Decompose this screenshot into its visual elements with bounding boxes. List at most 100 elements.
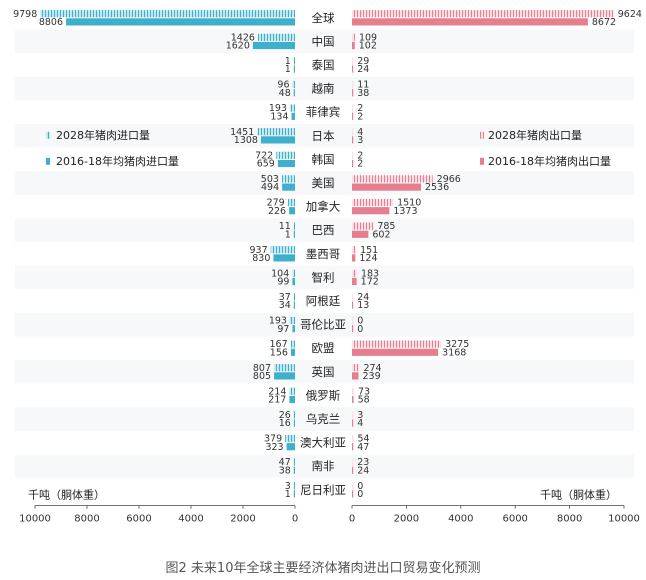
export-avg-label: 4 (357, 418, 363, 429)
import-2028-bar (274, 364, 295, 372)
row-band (15, 29, 634, 54)
export-avg-bar (352, 277, 357, 286)
export-avg-label: 13 (357, 300, 369, 311)
import-avg-label: 48 (279, 88, 291, 99)
unit-label-left: 千吨（胴体重） (28, 488, 105, 502)
category-label: 阿根廷 (306, 294, 341, 308)
import-avg-label: 217 (268, 395, 286, 406)
x-tick-label: 8000 (74, 514, 99, 525)
export-avg-label: 47 (357, 442, 369, 453)
export-avg-bar (352, 65, 354, 73)
import-avg-bar (293, 490, 295, 498)
export-avg-bar (352, 112, 354, 120)
export-avg-label: 2536 (425, 182, 449, 193)
export-2028-bar (352, 434, 354, 443)
export-avg-label: 24 (357, 465, 369, 476)
import-2028-label: 47 (279, 457, 291, 468)
export-2028-label: 2966 (437, 174, 461, 185)
export-2028-bar (352, 151, 354, 159)
import-avg-label: 156 (270, 347, 288, 358)
export-avg-label: 2 (357, 111, 363, 122)
category-label: 乌克兰 (306, 412, 341, 426)
export-2028-label: 0 (357, 316, 363, 327)
import-2028-bar (293, 458, 295, 466)
row-band (15, 124, 634, 148)
category-label: 俄罗斯 (306, 388, 341, 402)
import-avg-bar (292, 325, 295, 333)
export-avg-bar (352, 230, 369, 238)
import-2028-bar (40, 10, 295, 18)
export-2028-bar (352, 293, 354, 301)
import-avg-label: 659 (257, 159, 275, 170)
export-2028-label: 23 (357, 457, 369, 468)
import-avg-label: 1 (285, 489, 291, 500)
export-2028-label: 73 (358, 386, 370, 397)
export-2028-bar (352, 411, 354, 419)
legend-export-2028: 2028年猪肉出口量 (488, 128, 582, 142)
import-avg-bar (291, 112, 295, 120)
row-band (15, 218, 634, 242)
export-avg-label: 602 (372, 229, 390, 240)
export-2028-bar (352, 222, 374, 230)
import-2028-bar (289, 104, 295, 112)
import-2028-label: 1426 (231, 32, 255, 43)
export-2028-label: 109 (359, 32, 377, 43)
import-avg-bar (260, 136, 295, 144)
export-2028-bar (352, 387, 354, 395)
x-tick-label: 10000 (608, 514, 640, 525)
chart-caption: 图2 未来10年全球主要经济体猪肉进出口贸易变化预测 (166, 560, 481, 576)
import-avg-bar (289, 207, 295, 215)
x-tick-label: 0 (349, 514, 355, 525)
export-avg-label: 0 (357, 489, 363, 500)
import-avg-bar (282, 183, 295, 191)
export-2028-bar (352, 80, 354, 89)
import-avg-bar (293, 230, 295, 238)
category-label: 韩国 (312, 152, 335, 166)
x-tick-label: 2000 (394, 514, 419, 525)
import-avg-bar (273, 254, 295, 262)
import-avg-label: 1620 (226, 41, 250, 52)
export-2028-label: 3 (357, 410, 363, 421)
legend-import-avg: 2016-18年均猪肉进口量 (56, 154, 179, 168)
import-avg-bar (293, 466, 295, 474)
row-band (15, 312, 634, 337)
import-2028-label: 26 (279, 410, 291, 421)
category-label: 日本 (312, 129, 335, 143)
export-2028-bar (352, 128, 354, 136)
import-2028-bar (293, 482, 295, 490)
import-avg-bar (286, 443, 295, 451)
export-2028-bar (352, 316, 354, 325)
import-avg-bar (293, 89, 295, 97)
import-2028-bar (293, 222, 295, 230)
export-avg-label: 124 (359, 253, 377, 264)
row-band (15, 76, 634, 101)
legend-export-avg: 2016-18年均猪肉出口量 (488, 154, 611, 168)
category-label: 智利 (312, 270, 335, 284)
export-2028-label: 1510 (397, 198, 421, 209)
import-avg-label: 1 (285, 64, 291, 75)
export-2028-label: 274 (363, 363, 381, 374)
export-avg-bar (352, 207, 390, 215)
import-2028-label: 104 (271, 268, 289, 279)
export-avg-label: 8672 (592, 17, 616, 28)
export-avg-label: 3168 (442, 347, 466, 358)
export-avg-label: 58 (358, 395, 370, 406)
export-2028-bar (352, 10, 614, 18)
export-2028-label: 29 (357, 56, 369, 67)
category-label: 哥伦比亚 (300, 318, 346, 332)
row-band (15, 171, 634, 195)
import-2028-bar (270, 246, 295, 254)
export-2028-bar (352, 104, 354, 112)
export-2028-label: 0 (357, 481, 363, 492)
import-avg-label: 16 (279, 418, 291, 429)
export-avg-bar (352, 348, 439, 356)
export-2028-bar (352, 198, 394, 207)
export-2028-bar (352, 482, 354, 490)
import-2028-bar (281, 175, 295, 183)
import-avg-label: 226 (268, 206, 286, 217)
import-2028-bar (293, 293, 295, 301)
export-2028-label: 24 (357, 292, 369, 303)
export-2028-label: 4 (357, 127, 363, 138)
